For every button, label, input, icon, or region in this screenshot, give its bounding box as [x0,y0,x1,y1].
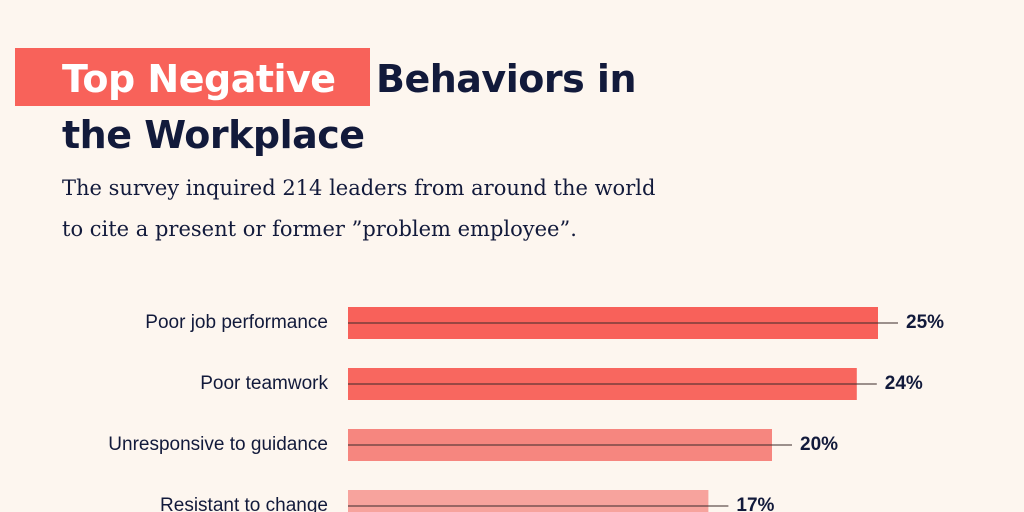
title-highlight [15,48,370,106]
title-text: the Workplace [62,113,365,157]
category-label: Poor job performance [145,312,328,333]
category-label: Resistant to change [160,495,328,512]
title-highlight-text: Top Negative [62,57,336,101]
value-label: 17% [736,495,774,512]
value-label: 20% [800,434,838,455]
value-label: 25% [906,312,944,333]
bar [348,490,709,512]
value-label: 24% [885,373,923,394]
category-label: Poor teamwork [200,373,328,394]
title-text: Behaviors in [376,57,636,101]
subtitle: The survey inquired 214 leaders from aro… [62,176,655,200]
category-label: Unresponsive to guidance [108,434,328,455]
chart-title: Top Negative Behaviors in [62,57,636,101]
subtitle: to cite a present or former ”problem emp… [62,217,577,241]
